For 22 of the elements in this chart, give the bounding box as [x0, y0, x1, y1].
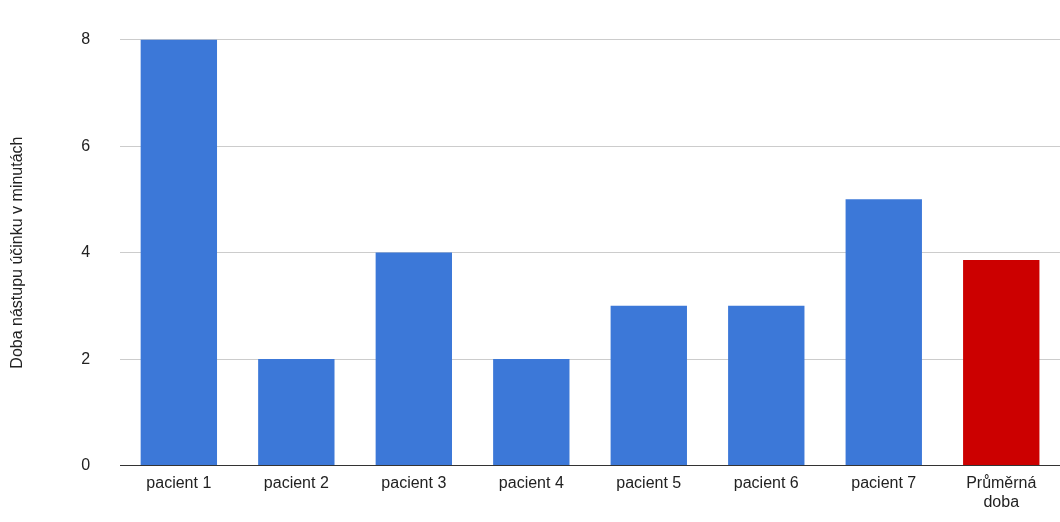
y-tick-label: 2 [81, 349, 91, 367]
bar [845, 199, 922, 466]
x-tick-label: pacient 7 [851, 473, 917, 491]
y-axis-title: Doba nástupu účinku v minutách [8, 136, 26, 369]
x-tick-label: Průměrná doba [966, 473, 1037, 510]
x-tick-label: pacient 5 [616, 473, 682, 491]
x-tick-label: pacient 2 [263, 473, 329, 491]
bar [963, 260, 1040, 466]
x-tick-label: pacient 1 [146, 473, 212, 491]
y-tick-label: 0 [81, 456, 91, 474]
x-tick-label: pacient 3 [381, 473, 447, 491]
bar [375, 252, 452, 466]
y-tick-label: 4 [81, 243, 91, 261]
x-tick-label: pacient 4 [498, 473, 564, 491]
x-tick-label: pacient 6 [733, 473, 799, 491]
y-tick-label: 8 [81, 30, 91, 48]
bar [140, 39, 218, 466]
bar [610, 305, 687, 466]
y-tick-label: 6 [81, 136, 91, 154]
bar [258, 359, 335, 466]
bar [493, 359, 570, 466]
bar [728, 305, 805, 466]
